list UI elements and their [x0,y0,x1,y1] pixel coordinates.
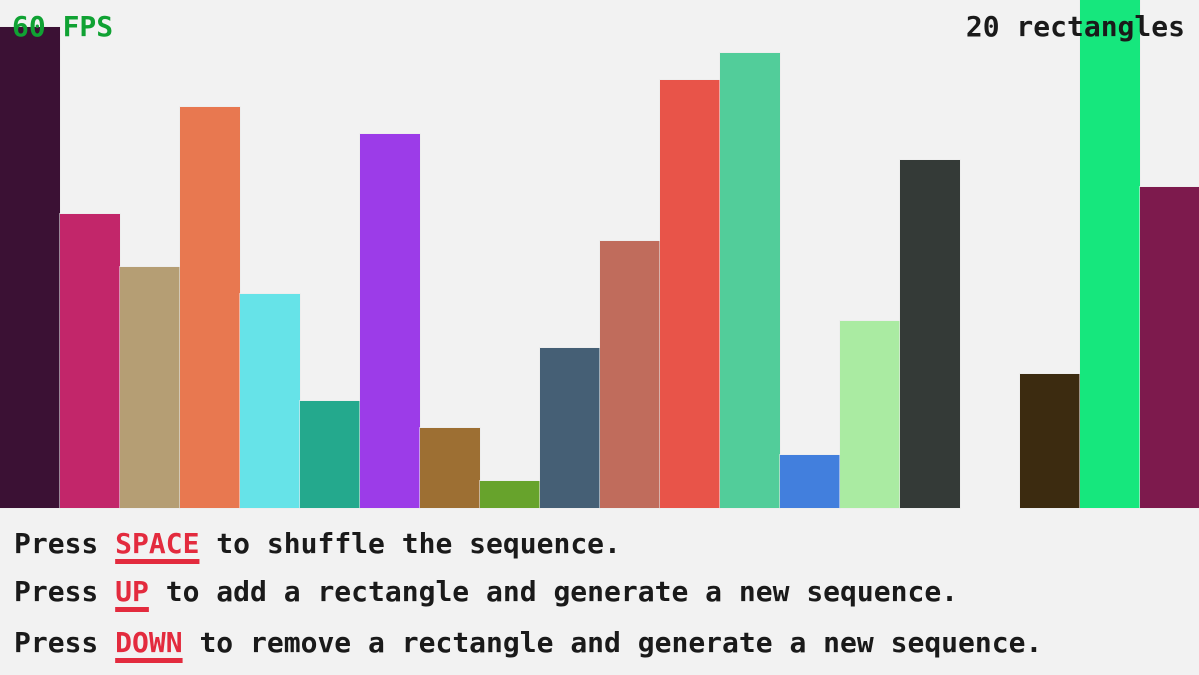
bar [540,348,600,508]
bar [120,267,180,508]
bar [840,321,900,508]
instruction-add-prefix: Press [14,575,116,608]
bar [1140,187,1199,508]
instruction-add: Press UP to add a rectangle and generate… [14,575,958,609]
bar [420,428,480,508]
bar [480,481,540,508]
bar [660,80,720,508]
bar [900,160,960,508]
key-up-label: UP [115,575,149,608]
bar [600,241,660,508]
bar [720,53,780,508]
instruction-add-suffix: to add a rectangle and generate a new se… [148,575,959,608]
instruction-remove-suffix: to remove a rectangle and generate a new… [182,626,1043,659]
instruction-shuffle-suffix: to shuffle the sequence. [199,527,621,560]
key-space-label: SPACE [115,527,200,560]
bar [780,455,840,508]
bar [0,27,60,508]
fps-counter: 60 FPS [12,10,114,43]
instruction-shuffle: Press SPACE to shuffle the sequence. [14,527,621,561]
instruction-shuffle-prefix: Press [14,527,116,560]
instruction-remove-prefix: Press [14,626,116,659]
rectangle-count: 20 rectangles [965,10,1185,43]
instruction-remove: Press DOWN to remove a rectangle and gen… [14,626,1042,660]
bar [240,294,300,508]
bar [60,214,120,508]
bar [180,107,240,508]
bar [360,134,420,508]
bar [1080,0,1140,508]
bar [300,401,360,508]
bar [1020,374,1080,508]
key-down-label: DOWN [115,626,183,659]
